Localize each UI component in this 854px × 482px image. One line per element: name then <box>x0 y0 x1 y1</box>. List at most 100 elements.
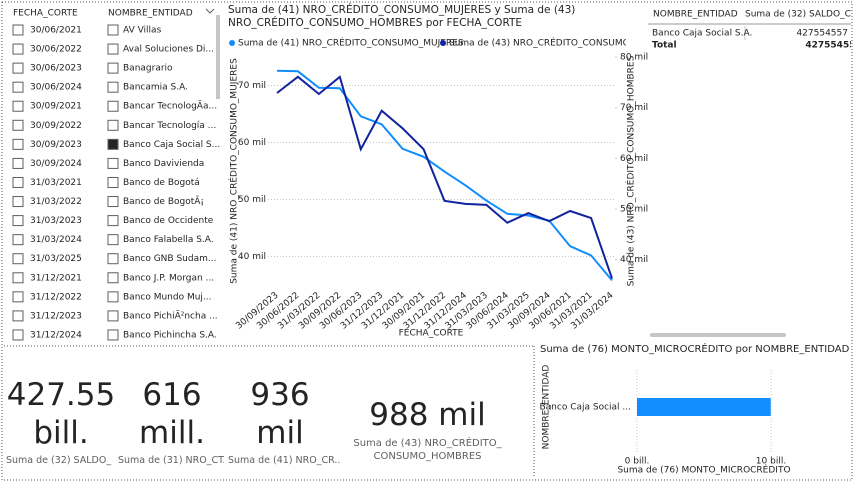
dropdown-chevron[interactable] <box>205 8 215 14</box>
slicer-header: FECHA_CORTE <box>13 9 78 19</box>
x-tick-label: 10 bill. <box>756 457 786 467</box>
y2-tick-label: 50 mil <box>620 205 648 215</box>
bar-chart-title: Suma de (76) MONTO_MICROCRÉDITO por NOMB… <box>540 344 850 355</box>
slicer-checkbox[interactable] <box>12 253 24 265</box>
slicer-item[interactable]: 31/12/2023 <box>30 311 82 321</box>
slicer-checkbox[interactable] <box>12 291 24 303</box>
slicer-checkbox[interactable] <box>107 272 119 284</box>
table-header: NOMBRE_ENTIDAD <box>653 10 738 20</box>
slicer-item[interactable]: Banco de BogotÃ¡ <box>123 196 204 207</box>
card-value: 616 mill. <box>139 377 205 451</box>
slicer-item[interactable]: Bancamia S.A. <box>123 83 188 93</box>
slicer-item[interactable]: Bancar TecnologÃa... <box>123 101 217 112</box>
slicer-item[interactable]: 30/09/2023 <box>30 140 82 150</box>
slicer-checkbox[interactable] <box>12 157 24 169</box>
x-axis-title: FECHA_CORTE <box>399 329 464 339</box>
slicer-checkbox[interactable] <box>12 272 24 284</box>
slicer-checkbox[interactable] <box>107 215 119 227</box>
slicer-item[interactable]: Banco GNB Sudam... <box>123 254 216 264</box>
y2-axis-title: Suma de (43) NRO_CRÉDITO_CONSUMO_HOMBRES <box>625 55 637 286</box>
y2-tick-label: 80 mil <box>620 53 648 63</box>
slicer-item[interactable]: Banco Caja Social S... <box>123 140 220 150</box>
card-label: Suma de (31) NRO_CTA... <box>118 455 224 466</box>
slicer-checkbox[interactable] <box>12 176 24 188</box>
slicer-checkbox[interactable] <box>12 43 24 55</box>
card-value: 427.55 bill. <box>6 377 116 451</box>
legend-label: Suma de (43) NRO_CRÉDITO_CONSUMO_HOMBRES <box>449 37 680 49</box>
slicer-checkbox[interactable] <box>107 196 119 208</box>
card-label: Suma de (41) NRO_CR... <box>228 455 340 466</box>
slicer-checkbox[interactable] <box>107 24 119 36</box>
y-tick-label: 60 mil <box>238 138 266 148</box>
legend-clip: Suma de (43) NRO_CRÉDITO_CONSUMO_HOMBRES <box>449 37 680 49</box>
slicer-checkbox[interactable] <box>12 24 24 36</box>
slicer-item[interactable]: Banco Pichincha S.A. <box>123 330 217 340</box>
slicer-checkbox[interactable] <box>12 310 24 322</box>
slicer-item[interactable]: Banco de Occidente <box>123 216 214 226</box>
slicer-checkbox[interactable] <box>107 157 119 169</box>
slicer-item[interactable]: 31/12/2022 <box>30 292 82 302</box>
slicer-item[interactable]: Banagrario <box>123 64 173 74</box>
slicer-item[interactable]: 31/03/2021 <box>30 178 82 188</box>
slicer-item[interactable]: 30/06/2024 <box>30 83 82 93</box>
slicer-checkbox[interactable] <box>107 62 119 74</box>
card-value: 988 mil <box>369 397 486 433</box>
line-series <box>276 69 613 282</box>
slicer-checkbox[interactable] <box>107 291 119 303</box>
card-label: Suma de (43) NRO_CRÉDITO_CONSUMO_HOMBRES <box>353 438 502 462</box>
slicer-header: NOMBRE_ENTIDAD <box>108 9 193 19</box>
slicer-item[interactable]: AV Villas <box>123 26 162 36</box>
slicer-item[interactable]: Banco J.P. Morgan ... <box>123 273 214 283</box>
y-tick-label: 40 mil <box>238 252 266 262</box>
slicer-checkbox[interactable] <box>107 43 119 55</box>
slicer-checkbox[interactable] <box>12 138 24 150</box>
slicer-checkbox[interactable] <box>12 62 24 74</box>
slicer-item[interactable]: Banco Falabella S.A. <box>123 235 214 245</box>
slicer-item[interactable]: 31/03/2025 <box>30 254 82 264</box>
x-axis-title: Suma de (76) MONTO_MICROCRÉDITO <box>617 464 790 476</box>
slicer-checkbox[interactable] <box>107 176 119 188</box>
slicer-checkbox[interactable] <box>107 253 119 265</box>
slicer-item[interactable]: Bancar Tecnología ... <box>123 121 216 131</box>
legend-marker <box>440 40 446 46</box>
scrollbar[interactable] <box>216 15 220 99</box>
slicer-item[interactable]: 31/03/2023 <box>30 216 82 226</box>
y-axis-title: NOMBRE_ENTIDAD <box>542 365 552 450</box>
slicer-item[interactable]: 31/03/2024 <box>30 235 82 245</box>
slicer-item[interactable]: Banco Mundo Muj... <box>123 292 212 302</box>
slicer-checkbox[interactable] <box>107 138 119 150</box>
slicer-item[interactable]: 30/06/2023 <box>30 64 82 74</box>
slicer-item[interactable]: 30/09/2021 <box>30 102 82 112</box>
slicer-item[interactable]: 30/06/2022 <box>30 45 82 55</box>
slicer-item[interactable]: Aval Soluciones Di... <box>123 45 214 55</box>
table-header: Suma de (32) SALDO_CTA <box>745 10 854 20</box>
slicer-checkbox[interactable] <box>107 234 119 246</box>
slicer-item[interactable]: 31/12/2024 <box>30 330 82 340</box>
line-chart-title: Suma de (41) NRO_CRÉDITO_CONSUMO_MUJERES… <box>228 4 576 29</box>
table: NOMBRE_ENTIDAD Suma de (32) SALDO_CTA Ba… <box>648 10 854 51</box>
slicer-checkbox[interactable] <box>107 310 119 322</box>
slicer-item[interactable]: 31/03/2022 <box>30 197 82 207</box>
card-label: Suma de (32) SALDO_... <box>6 455 112 466</box>
slicer-item[interactable]: Banco Davivienda <box>123 159 204 169</box>
slicer-checkbox[interactable] <box>107 100 119 112</box>
slicer-checkbox[interactable] <box>12 196 24 208</box>
slicer-checkbox[interactable] <box>12 215 24 227</box>
slicer-item[interactable]: Banco PichiÃ²ncha ... <box>123 310 218 321</box>
slicer-checkbox[interactable] <box>12 234 24 246</box>
slicer-checkbox[interactable] <box>12 100 24 112</box>
table-cell: 427554557 <box>796 29 848 39</box>
slicer-checkbox[interactable] <box>12 119 24 131</box>
slicer-item[interactable]: 30/09/2024 <box>30 159 82 169</box>
slicer-checkbox[interactable] <box>107 329 119 341</box>
line-series <box>276 75 613 279</box>
slicer-item[interactable]: Banco de Bogotá <box>123 178 200 188</box>
slicer-checkbox[interactable] <box>107 81 119 93</box>
slicer-item[interactable]: 30/09/2022 <box>30 121 82 131</box>
slicer-item[interactable]: 30/06/2021 <box>30 26 82 36</box>
slicer-checkbox[interactable] <box>12 329 24 341</box>
slicer-checkbox[interactable] <box>12 81 24 93</box>
slicer-checkbox[interactable] <box>107 119 119 131</box>
slicer-item[interactable]: 31/12/2021 <box>30 273 82 283</box>
